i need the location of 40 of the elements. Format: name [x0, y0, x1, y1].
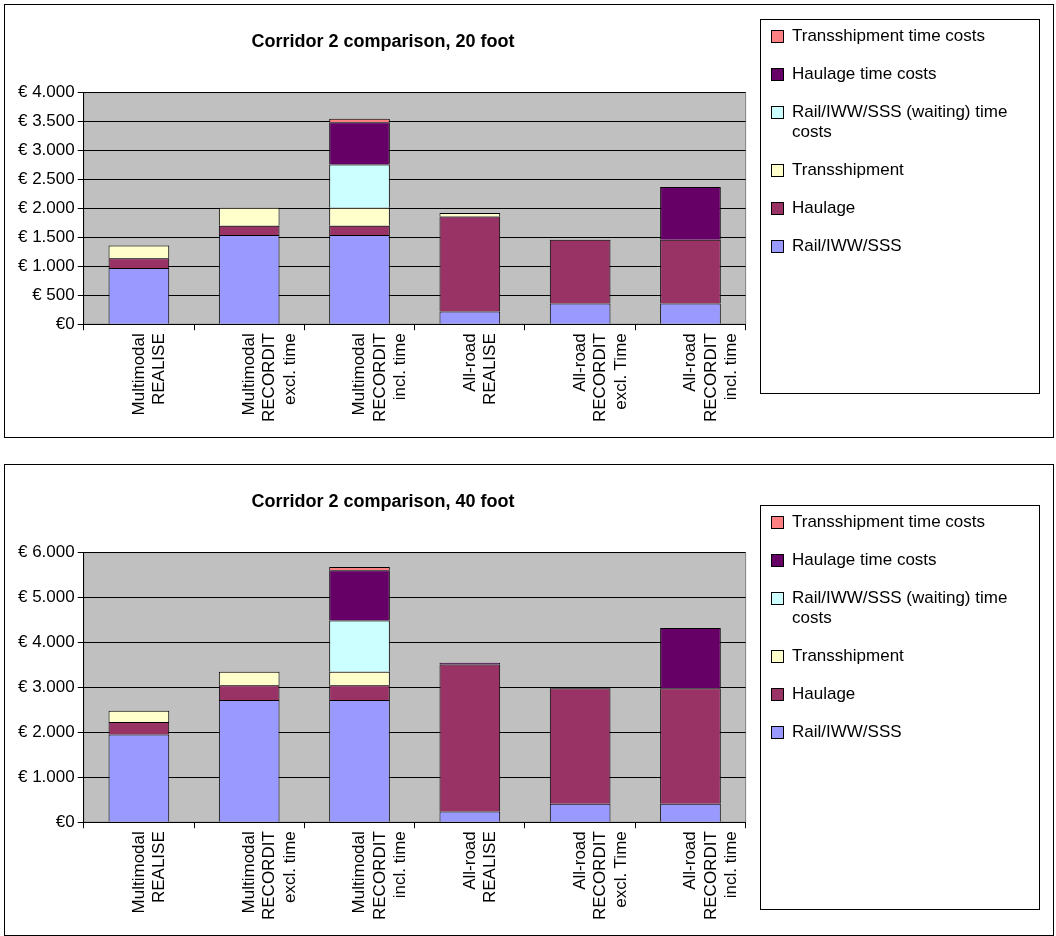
x-tick-label: All-road RECORDIT excl. Time [569, 831, 630, 920]
y-tick-label: € 3.500 [17, 111, 75, 131]
legend-label: Haulage time costs [792, 550, 937, 570]
chart-title: Corridor 2 comparison, 20 foot [251, 30, 515, 51]
legend-label: Transshipment [792, 646, 904, 666]
x-tick-label: Multimodal RECORDIT excl. time [238, 831, 299, 920]
chart-title: Corridor 2 comparison, 40 foot [251, 490, 515, 511]
legend-label: Haulage [792, 198, 856, 218]
y-tick-label: € 4.000 [17, 632, 75, 652]
x-tick-label: Multimodal RECORDIT incl. time [349, 831, 409, 920]
x-tick-label: All-road RECORDIT incl. time [680, 831, 740, 920]
legend-label: Haulage [792, 684, 856, 704]
x-tick-label: All-road RECORDIT incl. time [680, 333, 740, 422]
legend-label: Haulage time costs [792, 64, 937, 84]
y-tick-label: € 3.000 [17, 677, 75, 697]
legend-label: Transshipment [792, 160, 904, 180]
y-tick-label: € 6.000 [17, 542, 75, 562]
x-tick-label: Multimodal RECORDIT incl. time [349, 333, 409, 422]
legend-label: Rail/IWW/SSS (waiting) time costs [792, 588, 1009, 628]
legend-label: Rail/IWW/SSS [792, 722, 902, 742]
y-tick-label: € 1.500 [17, 227, 75, 247]
legend-label: Rail/IWW/SSS (waiting) time costs [792, 102, 1009, 142]
y-tick-label: € 4.000 [17, 82, 75, 102]
y-tick-label: € 2.000 [17, 722, 75, 742]
y-tick-label: € 500 [32, 284, 75, 304]
legend-label: Transshipment time costs [792, 512, 986, 532]
x-tick-label: Multimodal REALISE [128, 333, 168, 416]
y-tick-label: €0 [55, 313, 75, 333]
y-tick-label: € 2.000 [17, 198, 75, 218]
legend-label: Rail/IWW/SSS [792, 236, 902, 256]
y-tick-label: € 3.000 [17, 140, 75, 160]
x-tick-label: Multimodal RECORDIT excl. time [238, 333, 299, 422]
y-tick-label: € 1.000 [17, 766, 75, 786]
y-tick-label: € 2.500 [17, 169, 75, 189]
x-tick-label: All-road RECORDIT excl. Time [569, 333, 630, 422]
x-tick-label: Multimodal REALISE [128, 831, 168, 914]
y-tick-label: € 1.000 [17, 256, 75, 275]
legend-label: Transshipment time costs [792, 26, 986, 46]
y-tick-label: €0 [55, 811, 75, 831]
y-tick-label: € 5.000 [17, 587, 75, 607]
